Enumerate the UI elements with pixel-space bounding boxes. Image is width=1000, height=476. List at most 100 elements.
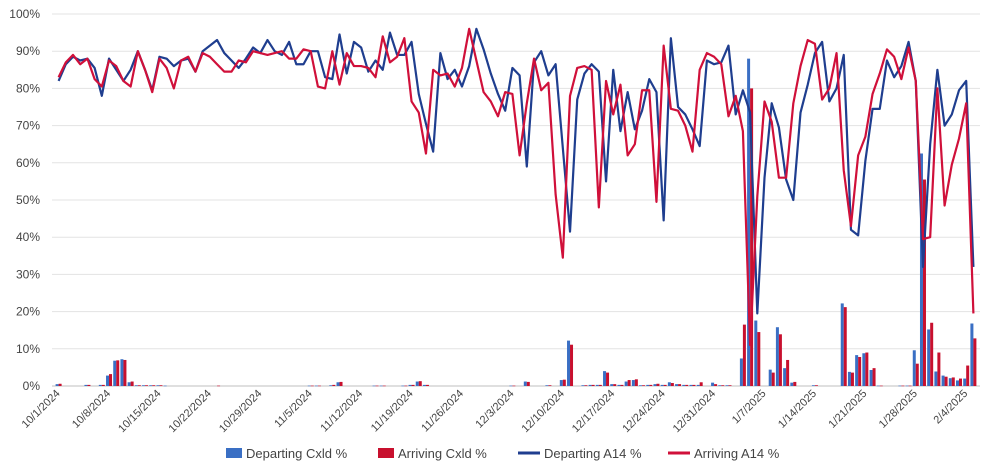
arriving-cxld-bar [584,385,588,386]
y-tick-label: 50% [16,193,40,207]
departing-cxld-bar [783,368,787,386]
y-tick-label: 20% [16,305,40,319]
arriving-cxld-bar [692,384,696,386]
departing-cxld-bar [408,384,412,386]
departing-cxld-bar [113,360,117,386]
arriving-cxld-bar [562,379,566,386]
arriving-cxld-bar [930,322,934,386]
arriving-cxld-bar [944,376,948,386]
arriving-cxld-bar [217,385,221,387]
departing-cxld-bar [588,384,592,386]
x-tick-label: 12/3/2024 [473,388,516,431]
arriving-cxld-bar [332,384,336,386]
departing-cxld-bar [905,385,909,387]
departing-cxld-bar [545,385,549,386]
arriving-cxld-bar [159,385,163,386]
arriving-cxld-bar [958,378,962,386]
arriving-cxld-bar [425,384,429,386]
departing-a14-line [57,27,975,315]
arriving-cxld-bar [771,372,775,386]
arriving-cxld-bar [742,324,746,386]
departing-cxld-bar [963,378,967,386]
arriving-cxld-bar [404,385,408,387]
gridlines [52,13,980,387]
arriving-cxld-bar [58,383,62,386]
y-tick-label: 80% [16,81,40,95]
departing-cxld-bar [754,320,758,386]
departing-cxld-bar [106,375,110,386]
departing-cxld-bar [372,385,376,387]
arriving-cxld-bar [858,356,862,386]
departing-cxld-bar [379,385,383,387]
arriving-cxld-bar [627,380,631,386]
legend-label: Arriving A14 % [694,446,780,461]
arriving-cxld-bar [908,385,912,387]
line-series [57,27,975,347]
arriving-cxld-bar [901,385,905,387]
x-tick-label: 12/10/2024 [520,388,567,435]
arriving-cxld-bar [123,359,127,386]
departing-cxld-bar [401,385,405,387]
arriving-cxld-bar [778,334,782,386]
arriving-cxld-bar [656,383,660,386]
departing-cxld-bar [336,382,340,386]
x-tick-label: 11/26/2024 [419,388,466,435]
arriving-cxld-bar [613,384,617,386]
departing-cxld-bar [660,384,664,386]
departing-cxld-bar [675,384,679,386]
departing-cxld-bar [567,340,571,386]
x-tick-label: 12/24/2024 [620,388,667,435]
arriving-cxld-bar [375,385,379,387]
arriving-cxld-bar [937,352,941,386]
departing-cxld-bar [927,329,931,386]
departing-cxld-bar [768,369,772,386]
departing-cxld-bar [509,385,513,387]
arriving-cxld-bar [663,384,667,386]
x-tick-label: 10/8/2024 [70,388,113,431]
departing-cxld-bar [653,384,657,386]
arriving-cxld-bar [109,374,113,386]
x-axis: 10/1/2024 10/8/2024 10/15/2024 10/22/2024 10… [20,388,971,435]
departing-cxld-bar [898,385,902,387]
departing-cxld-bar [127,382,131,386]
arriving-cxld-bar [512,385,516,387]
departing-cxld-bar [682,384,686,386]
arriving-cxld-bar [793,381,797,386]
departing-cxld-bar [711,382,715,386]
x-tick-label: 11/19/2024 [369,388,416,435]
departing-cxld-bar [603,371,607,386]
y-tick-label: 70% [16,119,40,133]
departing-cxld-bar [840,303,844,386]
departing-cxld-bar [163,385,167,387]
x-tick-label: 1/28/2025 [877,388,920,431]
departing-cxld-bar [422,384,426,386]
legend-label: Departing A14 % [544,446,642,461]
departing-cxld-bar [955,380,959,386]
departing-cxld-bar [811,385,815,386]
departing-cxld-bar [98,384,102,386]
arriving-cxld-bar [879,385,883,387]
departing-cxld-bar [55,384,59,386]
departing-cxld-bar [667,382,671,386]
arriving-cxld-bar [670,383,674,386]
departing-cxld-bar [747,58,751,386]
departing-cxld-bar [120,359,124,386]
departing-cxld-bar [775,327,779,386]
departing-cxld-bar [617,384,621,386]
y-tick-label: 90% [16,44,40,58]
departing-cxld-bar [912,350,916,386]
arriving-cxld-bar [951,377,955,386]
x-tick-label: 1/7/2025 [730,388,769,427]
x-tick-label: 11/5/2024 [272,388,315,431]
x-tick-label: 1/14/2025 [776,388,819,431]
x-tick-label: 10/29/2024 [217,388,264,435]
arriving-cxld-bar [922,179,926,386]
x-tick-label: 10/15/2024 [116,388,163,435]
x-tick-label: 10/22/2024 [167,388,214,435]
departing-cxld-bar [142,385,146,386]
departing-cxld-bar [689,384,693,386]
departing-cxld-bar [725,385,729,386]
arriving-cxld-bar [649,384,653,386]
departing-cxld-bar [559,380,563,386]
